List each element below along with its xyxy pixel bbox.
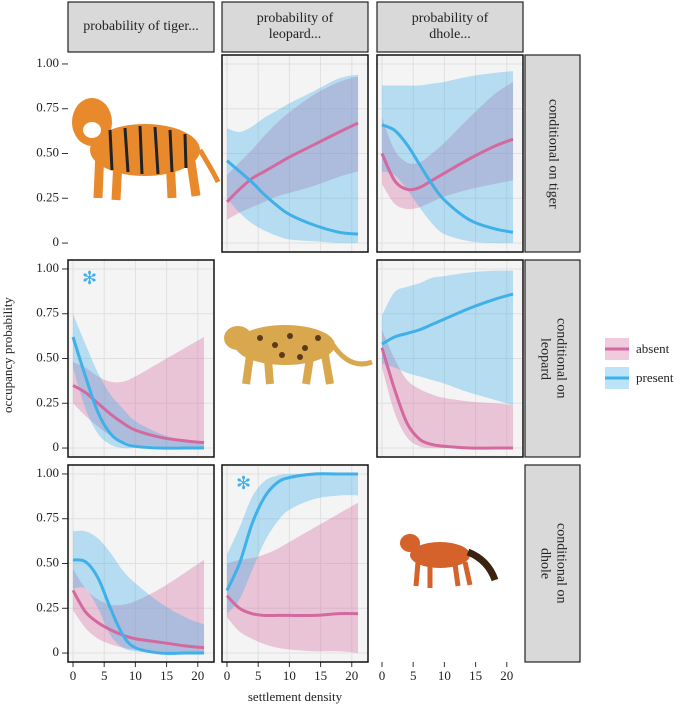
y-tick-label: 0 <box>53 644 60 659</box>
x-tick-label: 0 <box>224 668 231 683</box>
confidence-band <box>381 81 514 210</box>
mean-line <box>381 123 514 234</box>
row-strip-label: conditional on dhole <box>537 523 569 604</box>
panel-frame <box>67 464 215 663</box>
row-strip-label: conditional on tiger <box>545 98 561 209</box>
panel <box>71 530 205 655</box>
panel-frame <box>376 259 524 458</box>
y-tick-label: 1.00 <box>36 55 59 70</box>
y-tick-label: 0 <box>53 439 60 454</box>
x-tick-label: 5 <box>255 668 262 683</box>
column-strip-bg <box>221 1 369 53</box>
x-tick-label: 0 <box>70 668 77 683</box>
confidence-band <box>226 76 359 220</box>
x-tick-label: 20 <box>500 668 513 683</box>
y-tick-label: 0.50 <box>36 349 59 364</box>
x-tick-label: 15 <box>314 668 327 683</box>
mean-line <box>381 292 514 346</box>
panel-frame <box>376 54 524 253</box>
y-tick-label: 0 <box>53 234 60 249</box>
significance-mark: ✻ <box>82 268 97 288</box>
column-strip-label: probability of tiger... <box>83 19 199 34</box>
row-strip-bg <box>524 464 581 663</box>
confidence-band <box>226 74 359 244</box>
x-tick-label: 5 <box>101 668 108 683</box>
y-tick-label: 0.75 <box>36 510 59 525</box>
confidence-band <box>72 313 205 449</box>
y-tick-label: 0.75 <box>36 100 59 115</box>
column-strip-label: probability of dhole... <box>411 11 489 42</box>
x-tick-label: 5 <box>410 668 417 683</box>
panel <box>225 472 359 654</box>
x-axis-label: settlement density <box>247 689 343 704</box>
y-axis-label: occupancy probability <box>0 297 16 413</box>
y-tick-label: 1.00 <box>36 465 59 480</box>
panel <box>225 74 359 244</box>
leopard-illustration <box>224 325 373 385</box>
column-strip-bg <box>67 1 215 53</box>
panel <box>380 270 514 450</box>
confidence-band <box>381 329 514 449</box>
dhole-illustration <box>400 534 499 588</box>
y-tick-label: 1.00 <box>36 260 59 275</box>
x-tick-label: 0 <box>379 668 386 683</box>
x-tick-label: 10 <box>438 668 451 683</box>
mean-line <box>225 121 359 203</box>
confidence-band <box>72 559 205 654</box>
row-strip-bg <box>524 54 581 253</box>
legend-label: present <box>636 370 674 385</box>
panel-frame <box>221 54 369 253</box>
confidence-band <box>72 337 205 449</box>
y-tick-label: 0.75 <box>36 305 59 320</box>
mean-line <box>71 336 205 450</box>
x-tick-label: 15 <box>469 668 482 683</box>
legend-label: absent <box>636 341 670 356</box>
y-tick-label: 0.50 <box>36 554 59 569</box>
mean-line <box>225 472 359 592</box>
mean-line <box>380 137 514 192</box>
mean-line <box>72 384 205 445</box>
column-strip-bg <box>376 1 524 53</box>
mean-line <box>226 159 359 236</box>
x-tick-label: 15 <box>160 668 173 683</box>
confidence-band <box>72 530 205 654</box>
panel <box>380 71 514 244</box>
confidence-band <box>381 71 514 244</box>
significance-mark: ✻ <box>236 473 251 493</box>
y-tick-label: 0.50 <box>36 144 59 159</box>
y-tick-label: 0.25 <box>36 189 59 204</box>
mean-line <box>380 347 514 450</box>
row-strip-label: conditional on leopard <box>537 318 569 399</box>
tiger-illustration <box>72 98 221 201</box>
panel <box>71 313 205 450</box>
mean-line <box>225 594 359 618</box>
panel-frame <box>221 464 369 663</box>
y-tick-label: 0.25 <box>36 599 59 614</box>
column-strip-label: probability of leopard... <box>256 11 334 42</box>
row-strip-bg <box>524 259 581 458</box>
x-tick-label: 10 <box>129 668 142 683</box>
x-tick-label: 20 <box>191 668 204 683</box>
panel-frame <box>67 259 215 458</box>
y-tick-label: 0.25 <box>36 394 59 409</box>
x-tick-label: 20 <box>345 668 358 683</box>
mean-line <box>72 558 205 655</box>
x-tick-label: 10 <box>283 668 296 683</box>
